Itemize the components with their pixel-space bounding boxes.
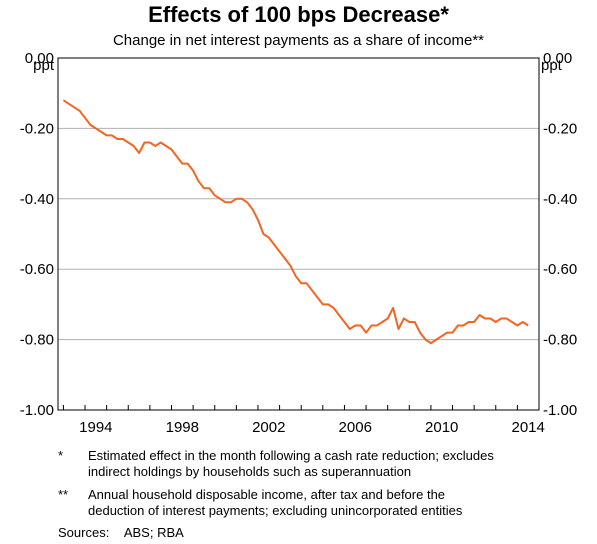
x-tick-label-5: 2014 (512, 419, 545, 436)
x-tick-label-0: 1994 (79, 419, 112, 436)
sources: Sources: ABS; RBA (58, 525, 184, 541)
y-tick-label-right-1: -0.20 (543, 120, 577, 137)
note-2-line-1: Annual household disposable income, afte… (88, 487, 446, 502)
x-tick-label-1: 1998 (166, 419, 199, 436)
y-tick-label-left-5: -1.00 (20, 402, 54, 419)
note-2-text: Annual household disposable income, afte… (88, 487, 462, 519)
series-line-0 (62, 99, 529, 345)
chart-subtitle: Change in net interest payments as a sha… (112, 32, 485, 49)
y-axis-label-left: ppt (33, 57, 55, 74)
y-tick-label-left-4: -0.80 (20, 332, 54, 349)
note-1-text: Estimated effect in the month following … (88, 448, 494, 480)
y-tick-label-left-1: -0.20 (20, 120, 54, 137)
plot-frame (57, 57, 540, 411)
x-tick-label-2: 2002 (252, 419, 285, 436)
y-tick-label-left-3: -0.60 (20, 261, 54, 278)
note-1-line-2: indirect holdings by households such as … (88, 464, 412, 479)
y-tick-label-right-4: -0.80 (543, 332, 577, 349)
chart-title: Effects of 100 bps Decrease* (148, 2, 449, 27)
y-tick-label-right-3: -0.60 (543, 261, 577, 278)
y-tick-label-left-0: 0.00 (25, 50, 54, 67)
y-tick-label-right-2: -0.40 (543, 191, 577, 208)
y-tick-label-right-0: 0.00 (543, 50, 572, 67)
note-1-mark: * (58, 448, 64, 463)
y-tick-label-right-5: -1.00 (543, 402, 577, 419)
line-chart: 0.00 0.00 -0.20 -0.20 -0.40 -0.40 -0.60 -0.60 -0… (20, 50, 577, 436)
x-tick-label-4: 2010 (425, 419, 458, 436)
sources-text: ABS; RBA (123, 525, 184, 540)
y-axis-label-right: ppt (541, 57, 563, 74)
x-tick-label-3: 2006 (339, 419, 372, 436)
sources-label: Sources: (58, 525, 110, 540)
y-tick-label-left-2: -0.40 (20, 191, 54, 208)
note-2-line-2: deduction of interest payments; excludin… (88, 503, 463, 518)
note-1-line-1: Estimated effect in the month following … (88, 448, 494, 463)
note-2-mark: ** (58, 487, 69, 502)
